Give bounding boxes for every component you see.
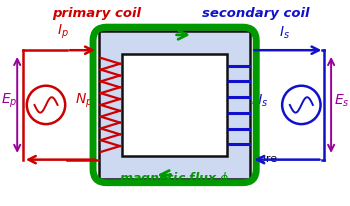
Text: core: core <box>253 154 278 164</box>
Text: $N_s$: $N_s$ <box>251 93 269 109</box>
Text: $E_s$: $E_s$ <box>334 93 350 109</box>
Text: $I_s$: $I_s$ <box>279 24 289 41</box>
Text: $N_p$: $N_p$ <box>75 92 93 110</box>
Text: primary coil: primary coil <box>52 7 141 20</box>
Text: secondary coil: secondary coil <box>202 7 309 20</box>
Text: $I_p$: $I_p$ <box>57 22 69 41</box>
FancyBboxPatch shape <box>122 54 228 156</box>
Text: $E_p$: $E_p$ <box>1 92 18 110</box>
FancyBboxPatch shape <box>99 31 251 179</box>
Text: magnetic flux $\phi$: magnetic flux $\phi$ <box>119 170 230 186</box>
